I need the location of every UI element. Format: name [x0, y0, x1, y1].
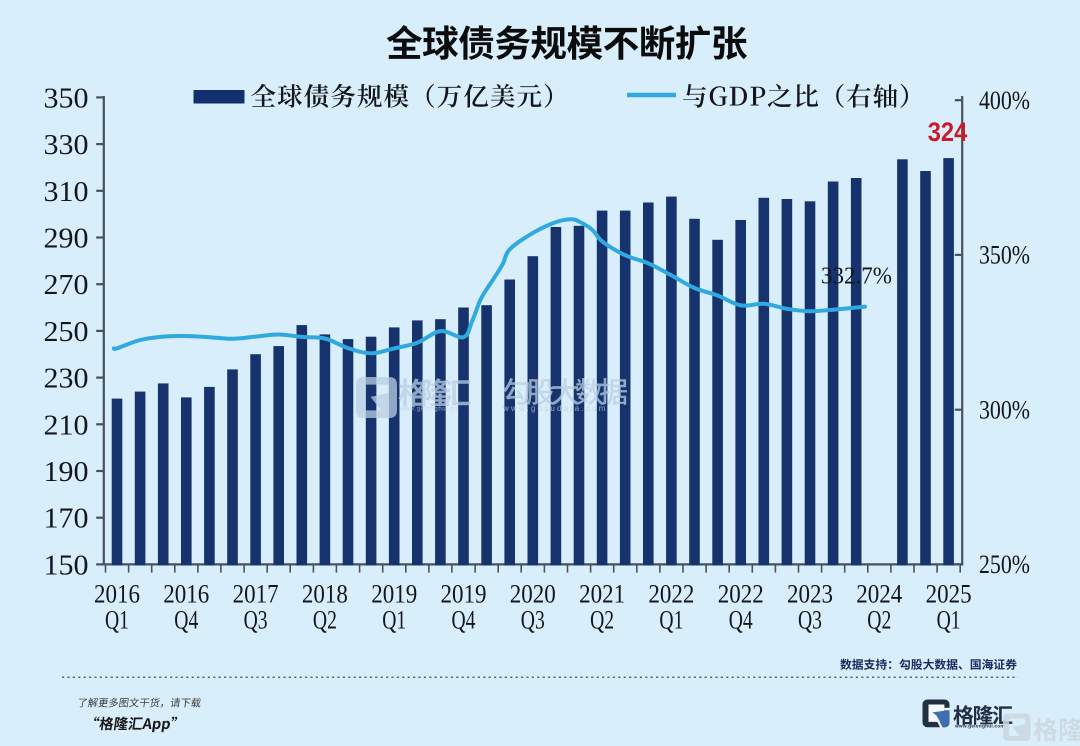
svg-text:310: 310: [44, 177, 89, 208]
svg-text:330: 330: [44, 130, 89, 161]
svg-text:Q3: Q3: [798, 605, 822, 635]
svg-text:Q4: Q4: [729, 605, 753, 635]
svg-text:190: 190: [44, 457, 89, 488]
svg-text:Q1: Q1: [105, 605, 129, 635]
svg-text:2022: 2022: [648, 579, 694, 609]
svg-text:150: 150: [44, 550, 89, 581]
svg-text:2022: 2022: [718, 579, 764, 609]
svg-text:270: 270: [44, 270, 89, 301]
svg-text:2016: 2016: [94, 579, 140, 609]
svg-text:350: 350: [44, 83, 89, 114]
svg-text:230: 230: [44, 364, 89, 395]
svg-text:Q1: Q1: [382, 605, 406, 635]
svg-text:Q2: Q2: [313, 605, 337, 635]
svg-text:2019: 2019: [441, 579, 487, 609]
svg-text:www.gelonghui.cn: www.gelonghui.cn: [399, 407, 458, 413]
svg-text:332.7%: 332.7%: [821, 263, 892, 290]
svg-text:350%: 350%: [979, 241, 1030, 270]
svg-text:Q1: Q1: [937, 605, 961, 635]
svg-text:300%: 300%: [979, 395, 1030, 424]
svg-text:Q1: Q1: [659, 605, 683, 635]
svg-text:2018: 2018: [302, 579, 348, 609]
svg-text:www.gosudata.com: www.gosudata.com: [502, 404, 608, 413]
svg-text:Q4: Q4: [452, 605, 476, 635]
svg-text:250%: 250%: [979, 550, 1030, 579]
svg-text:2025: 2025: [926, 579, 972, 609]
svg-text:210: 210: [44, 410, 89, 441]
svg-text:Q3: Q3: [244, 605, 268, 635]
svg-text:2019: 2019: [371, 579, 417, 609]
svg-text:324: 324: [928, 117, 968, 147]
svg-text:www.gelonghui.com: www.gelonghui.com: [954, 724, 1005, 730]
svg-text:250: 250: [44, 317, 89, 348]
svg-text:2020: 2020: [510, 579, 556, 609]
svg-text:170: 170: [44, 504, 89, 535]
svg-text:2023: 2023: [787, 579, 833, 609]
svg-text:2021: 2021: [579, 579, 625, 609]
svg-text:Q3: Q3: [521, 605, 545, 635]
svg-text:290: 290: [44, 224, 89, 255]
svg-text:2024: 2024: [856, 579, 902, 609]
svg-text:Q4: Q4: [174, 605, 198, 635]
svg-text:2017: 2017: [233, 579, 279, 609]
svg-text:Q2: Q2: [590, 605, 614, 635]
svg-text:400%: 400%: [979, 86, 1030, 115]
svg-text:Q2: Q2: [867, 605, 891, 635]
svg-text:2016: 2016: [163, 579, 209, 609]
